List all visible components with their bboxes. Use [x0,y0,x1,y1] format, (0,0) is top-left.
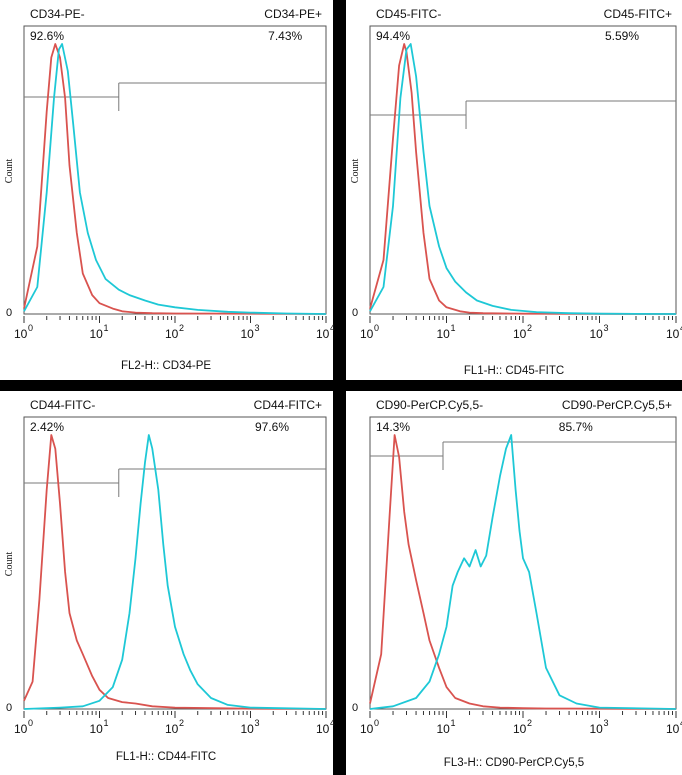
gate-negative-label: CD34-PE- [30,7,85,21]
x-tick-label: 10 [437,722,451,736]
x-axis-label-cd34: FL2-H:: CD34-PE [120,360,212,372]
x-tick-label: 10 [165,722,179,736]
x-tick-label: 10 [316,327,330,341]
x-tick-label: 10 [360,327,374,341]
histogram-series-stained [23,434,327,710]
plot-frame [369,25,677,315]
x-tick-label: 10 [241,722,255,736]
x-tick-label: 10 [316,722,330,736]
x-tick-exponent: 3 [604,323,609,333]
gate-negative-percent: 92.6% [30,29,64,43]
y-zero-label: 0 [352,307,358,319]
gate-positive-label: CD34-PE+ [264,7,322,21]
x-tick-exponent: 4 [330,323,335,333]
x-tick-exponent: 1 [104,718,109,728]
x-axis-label-cd90: FL3-H:: CD90-PerCP.Cy5,5 [443,757,585,769]
gate-positive-label: CD90-PerCP.Cy5,5+ [562,398,672,412]
histogram-panel-cd34: Count 0 10 0 10 1 10 2 10 3 10 4 CD34-PE- 92.6% CD34-P… [0,0,335,380]
histogram-series-control [369,434,677,710]
x-tick-label: 10 [437,327,451,341]
y-zero-label: 0 [352,702,358,714]
gate-positive-label: CD44-FITC+ [254,398,322,412]
y-axis-label: Count [4,552,15,577]
x-tick-label: 10 [513,327,527,341]
x-tick-exponent: 0 [374,323,379,333]
x-tick-exponent: 1 [451,718,456,728]
x-tick-exponent: 3 [255,323,260,333]
x-tick-label: 10 [360,722,374,736]
x-tick-label: 10 [165,327,179,341]
x-tick-exponent: 4 [330,718,335,728]
x-tick-exponent: 3 [604,718,609,728]
histogram-series-control [369,43,677,315]
x-tick-label: 10 [90,722,104,736]
x-tick-label: 10 [14,722,28,736]
histogram-panel-cd44: Count 0 10 0 10 1 10 2 10 3 10 4 CD44-FITC- 2.42% CD44… [0,391,335,775]
y-zero-label: 0 [6,307,12,319]
x-tick-exponent: 0 [374,718,379,728]
histogram-svg-cd90: 0100101102103104CD90-PerCP.Cy5,5-14.3%CD… [352,398,682,736]
x-axis-label-cd45: FL1-H:: CD45-FITC [463,365,565,377]
x-tick-label: 10 [241,327,255,341]
plot-frame [369,416,677,710]
y-axis-label: Count [350,159,361,184]
gate-negative-percent: 94.4% [376,29,410,43]
x-tick-exponent: 4 [680,323,682,333]
x-tick-label: 10 [90,327,104,341]
x-tick-exponent: 1 [104,323,109,333]
x-tick-label: 10 [14,327,28,341]
x-tick-exponent: 4 [680,718,682,728]
histogram-svg-cd45: Count0100101102103104CD45-FITC-94.4%CD45… [350,7,682,341]
gate-positive-percent: 97.6% [255,420,289,434]
histogram-panel-cd90: 0100101102103104CD90-PerCP.Cy5,5-14.3%CD… [346,391,682,775]
y-zero-label: 0 [6,702,12,714]
plot-frame [23,416,327,710]
x-tick-exponent: 2 [179,323,184,333]
x-tick-exponent: 2 [527,718,532,728]
histogram-series-stained [23,43,327,315]
histogram-series-stained [369,434,677,710]
gate-positive-percent: 7.43% [268,29,302,43]
x-tick-exponent: 3 [255,718,260,728]
histogram-series-control [23,434,327,710]
histogram-series-control [23,43,327,315]
histogram-panel-cd45: Count0100101102103104CD45-FITC-94.4%CD45… [346,0,682,380]
histogram-series-stained [369,43,677,315]
horizontal-divider [0,380,682,391]
gate-positive-label: CD45-FITC+ [604,7,672,21]
x-tick-label: 10 [666,722,680,736]
x-tick-label: 10 [666,327,680,341]
y-axis-label: Count [4,159,15,184]
x-tick-exponent: 2 [527,323,532,333]
gate-positive-percent: 85.7% [559,420,593,434]
x-tick-exponent: 0 [28,718,33,728]
x-tick-exponent: 2 [179,718,184,728]
gate-negative-label: CD45-FITC- [376,7,441,21]
x-tick-exponent: 0 [28,323,33,333]
x-tick-label: 10 [513,722,527,736]
x-tick-exponent: 1 [451,323,456,333]
gate-negative-label: CD44-FITC- [30,398,95,412]
x-tick-label: 10 [590,722,604,736]
gate-positive-percent: 5.59% [605,29,639,43]
x-tick-label: 10 [590,327,604,341]
gate-negative-percent: 2.42% [30,420,64,434]
gate-negative-percent: 14.3% [376,420,410,434]
x-axis-label-cd44: FL1-H:: CD44-FITC [115,751,217,763]
gate-negative-label: CD90-PerCP.Cy5,5- [376,398,483,412]
